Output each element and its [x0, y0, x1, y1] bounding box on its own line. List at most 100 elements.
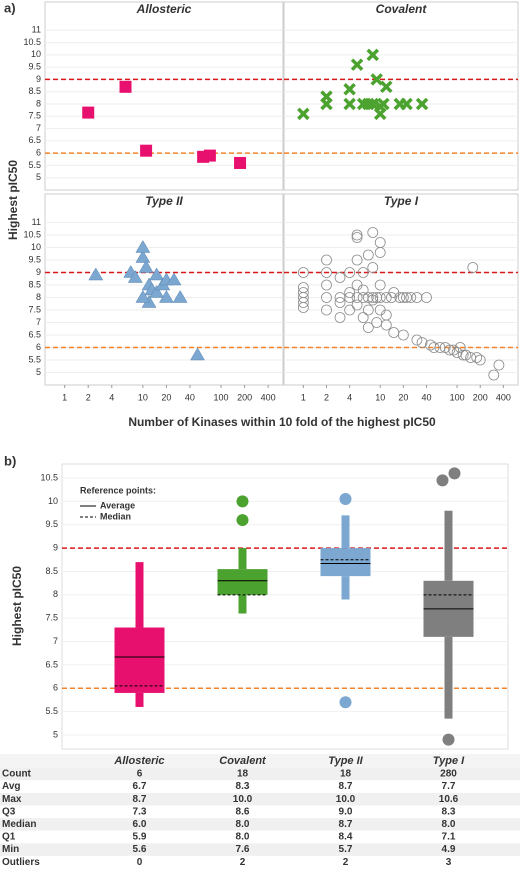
table-cell: 2: [343, 857, 349, 868]
table-cell: 7.7: [442, 781, 456, 792]
point: [297, 302, 309, 313]
point: [405, 292, 417, 303]
table-cell: 8.4: [339, 832, 353, 843]
table-cell: 5.6: [133, 844, 147, 855]
y-axis-title: Highest pIC50: [10, 566, 24, 646]
point: [334, 272, 346, 283]
point: [357, 284, 369, 296]
y-tick-label: 6.5: [45, 659, 58, 669]
table-cell: 4.9: [442, 844, 456, 855]
point: [374, 292, 386, 303]
point: [454, 342, 466, 353]
y-tick-label: 11: [32, 25, 41, 35]
point: [388, 327, 400, 338]
table-cell: 10.0: [233, 794, 253, 805]
point: [370, 73, 383, 86]
facet-frame: [44, 1, 284, 191]
point: [234, 156, 247, 169]
table-cell: 8.3: [236, 781, 250, 792]
table-row-bg: [0, 843, 520, 856]
point: [377, 97, 390, 111]
point: [493, 359, 505, 371]
y-tick-label: 6: [53, 683, 58, 693]
outlier: [339, 493, 352, 506]
table-cell: 10.6: [439, 794, 459, 805]
table-header: Covalent: [219, 755, 267, 767]
panel-label: b): [4, 453, 16, 468]
point: [135, 290, 151, 303]
y-tick-label: 6.5: [28, 135, 41, 145]
point: [397, 292, 409, 303]
point: [140, 144, 153, 157]
table-cell: 8.0: [442, 819, 456, 830]
y-tick-label: 5.5: [28, 160, 41, 170]
point: [343, 97, 356, 111]
facet-frame: [283, 1, 519, 191]
point: [367, 292, 379, 303]
outlier: [436, 474, 449, 487]
table-header-bg: [0, 754, 520, 768]
y-tick-label: 9: [53, 542, 58, 552]
point: [357, 312, 369, 323]
point: [380, 319, 392, 331]
y-tick-label: 9.5: [28, 254, 41, 264]
box: [114, 627, 165, 693]
outlier: [448, 467, 461, 480]
y-tick-label: 8.5: [28, 279, 41, 289]
table-cell: 18: [340, 769, 352, 780]
point: [421, 292, 432, 303]
outlier: [236, 495, 249, 508]
table-header: Type I: [433, 755, 465, 767]
table-cell: 8.6: [236, 806, 250, 817]
point: [362, 322, 374, 333]
point: [321, 279, 332, 291]
y-tick-label: 8: [53, 589, 58, 599]
y-tick-label: 10.5: [40, 472, 58, 482]
point: [344, 292, 356, 303]
point: [190, 347, 205, 361]
point: [135, 240, 151, 253]
table-cell: 7.6: [236, 844, 250, 855]
point: [82, 106, 95, 119]
table-cell: 18: [237, 769, 249, 780]
y-tick-label: 6: [36, 342, 41, 352]
point: [380, 80, 393, 94]
point: [411, 334, 423, 346]
table-cell: 8.7: [339, 781, 353, 792]
x-tick-label: 200: [473, 392, 488, 402]
point: [344, 287, 356, 298]
table-cell: 7.1: [442, 832, 456, 843]
outlier: [339, 696, 352, 709]
table-row-bg: [0, 792, 520, 806]
y-tick-label: 9.5: [28, 62, 41, 72]
outlier: [236, 514, 249, 527]
facet-frame: [44, 193, 284, 386]
table-cell: 8.3: [442, 806, 456, 817]
point: [172, 290, 188, 303]
point: [138, 260, 154, 273]
point: [321, 304, 332, 316]
point: [400, 97, 413, 111]
x-tick-label: 40: [421, 392, 431, 402]
point: [343, 83, 356, 96]
point: [374, 279, 386, 291]
y-tick-label: 10: [48, 496, 58, 506]
y-tick-label: 5.5: [45, 706, 58, 716]
y-tick-label: 5: [53, 729, 58, 739]
x-tick-label: 20: [398, 392, 408, 402]
table-row-bg: [0, 818, 520, 831]
y-tick-label: 9: [36, 267, 41, 277]
table-cell: 8.7: [339, 819, 353, 830]
point: [471, 352, 483, 363]
point: [467, 262, 479, 273]
y-tick-label: 11: [32, 217, 41, 227]
panel-label: a): [4, 0, 16, 15]
facet-frame: [283, 193, 519, 386]
y-axis-title: Highest pIC50: [6, 160, 20, 240]
x-tick-label: 400: [496, 392, 511, 402]
point: [321, 267, 332, 278]
x-tick-label: 4: [109, 392, 114, 402]
table-cell: 8.7: [133, 794, 147, 805]
y-tick-label: 7.5: [45, 613, 58, 623]
